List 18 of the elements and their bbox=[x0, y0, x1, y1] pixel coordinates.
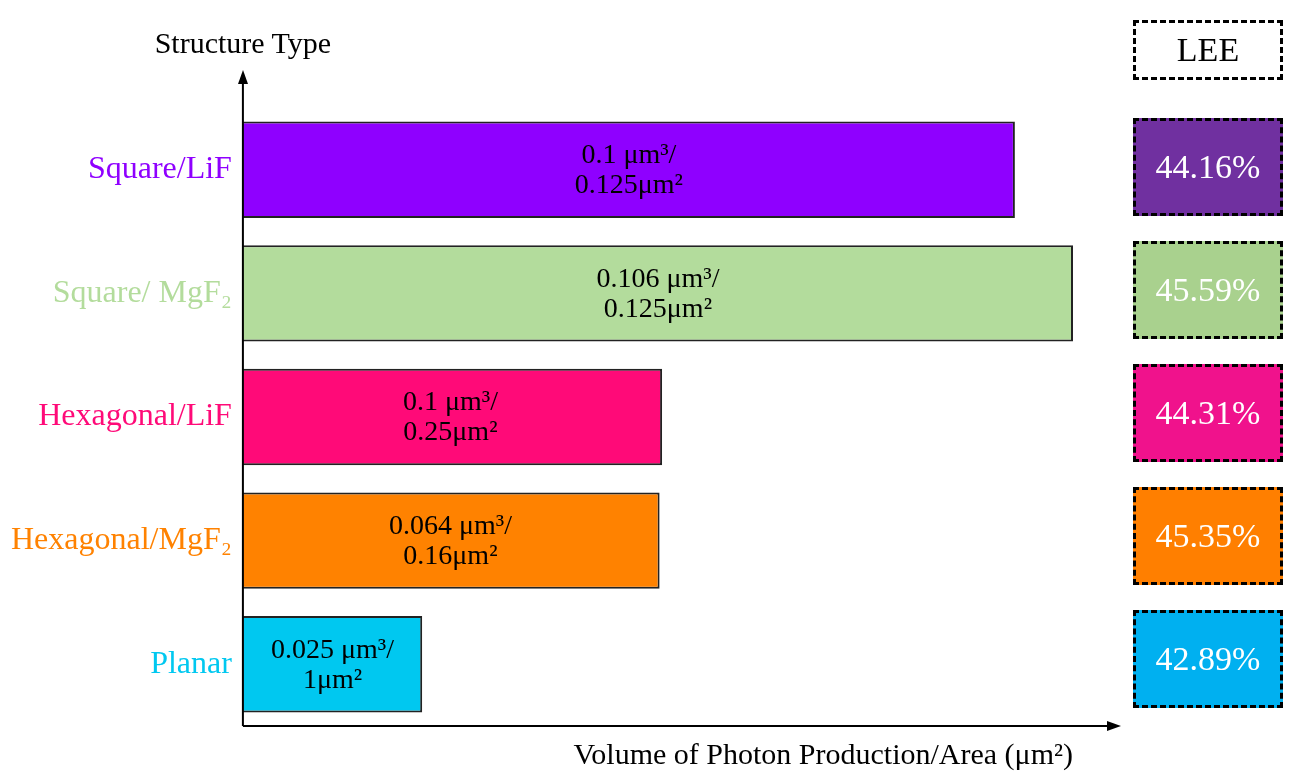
text: 44.16% bbox=[1133, 118, 1283, 216]
y-tick-label: Square/LiF bbox=[87, 149, 232, 186]
annotation: 0.106 μm³/0.125μm² bbox=[596, 261, 720, 323]
x-axis-title: Volume of Photon Production/Area (μm²) bbox=[573, 736, 1073, 771]
y-tick-label: Hexagonal/MgF₂ bbox=[11, 520, 232, 557]
annotation: 0.1 μm³/0.25μm² bbox=[402, 385, 499, 447]
text: 44.31% bbox=[1133, 364, 1283, 462]
annotation: 0.1 μm³/0.125μm² bbox=[574, 138, 683, 200]
text: 45.35% bbox=[1133, 487, 1283, 585]
text: 45.59% bbox=[1133, 241, 1283, 339]
annotation: 0.064 μm³/0.16μm² bbox=[388, 508, 513, 570]
y-tick-label: Square/ MgF₂ bbox=[52, 272, 232, 309]
text: 42.89% bbox=[1133, 610, 1283, 708]
text: LEE bbox=[1133, 20, 1283, 80]
y-tick-label: Hexagonal/LiF bbox=[38, 396, 232, 433]
y-axis-title: Structure Type bbox=[154, 25, 332, 59]
annotation: 0.025 μm³/1μm² bbox=[271, 632, 395, 694]
y-tick-label: Planar bbox=[150, 643, 233, 680]
